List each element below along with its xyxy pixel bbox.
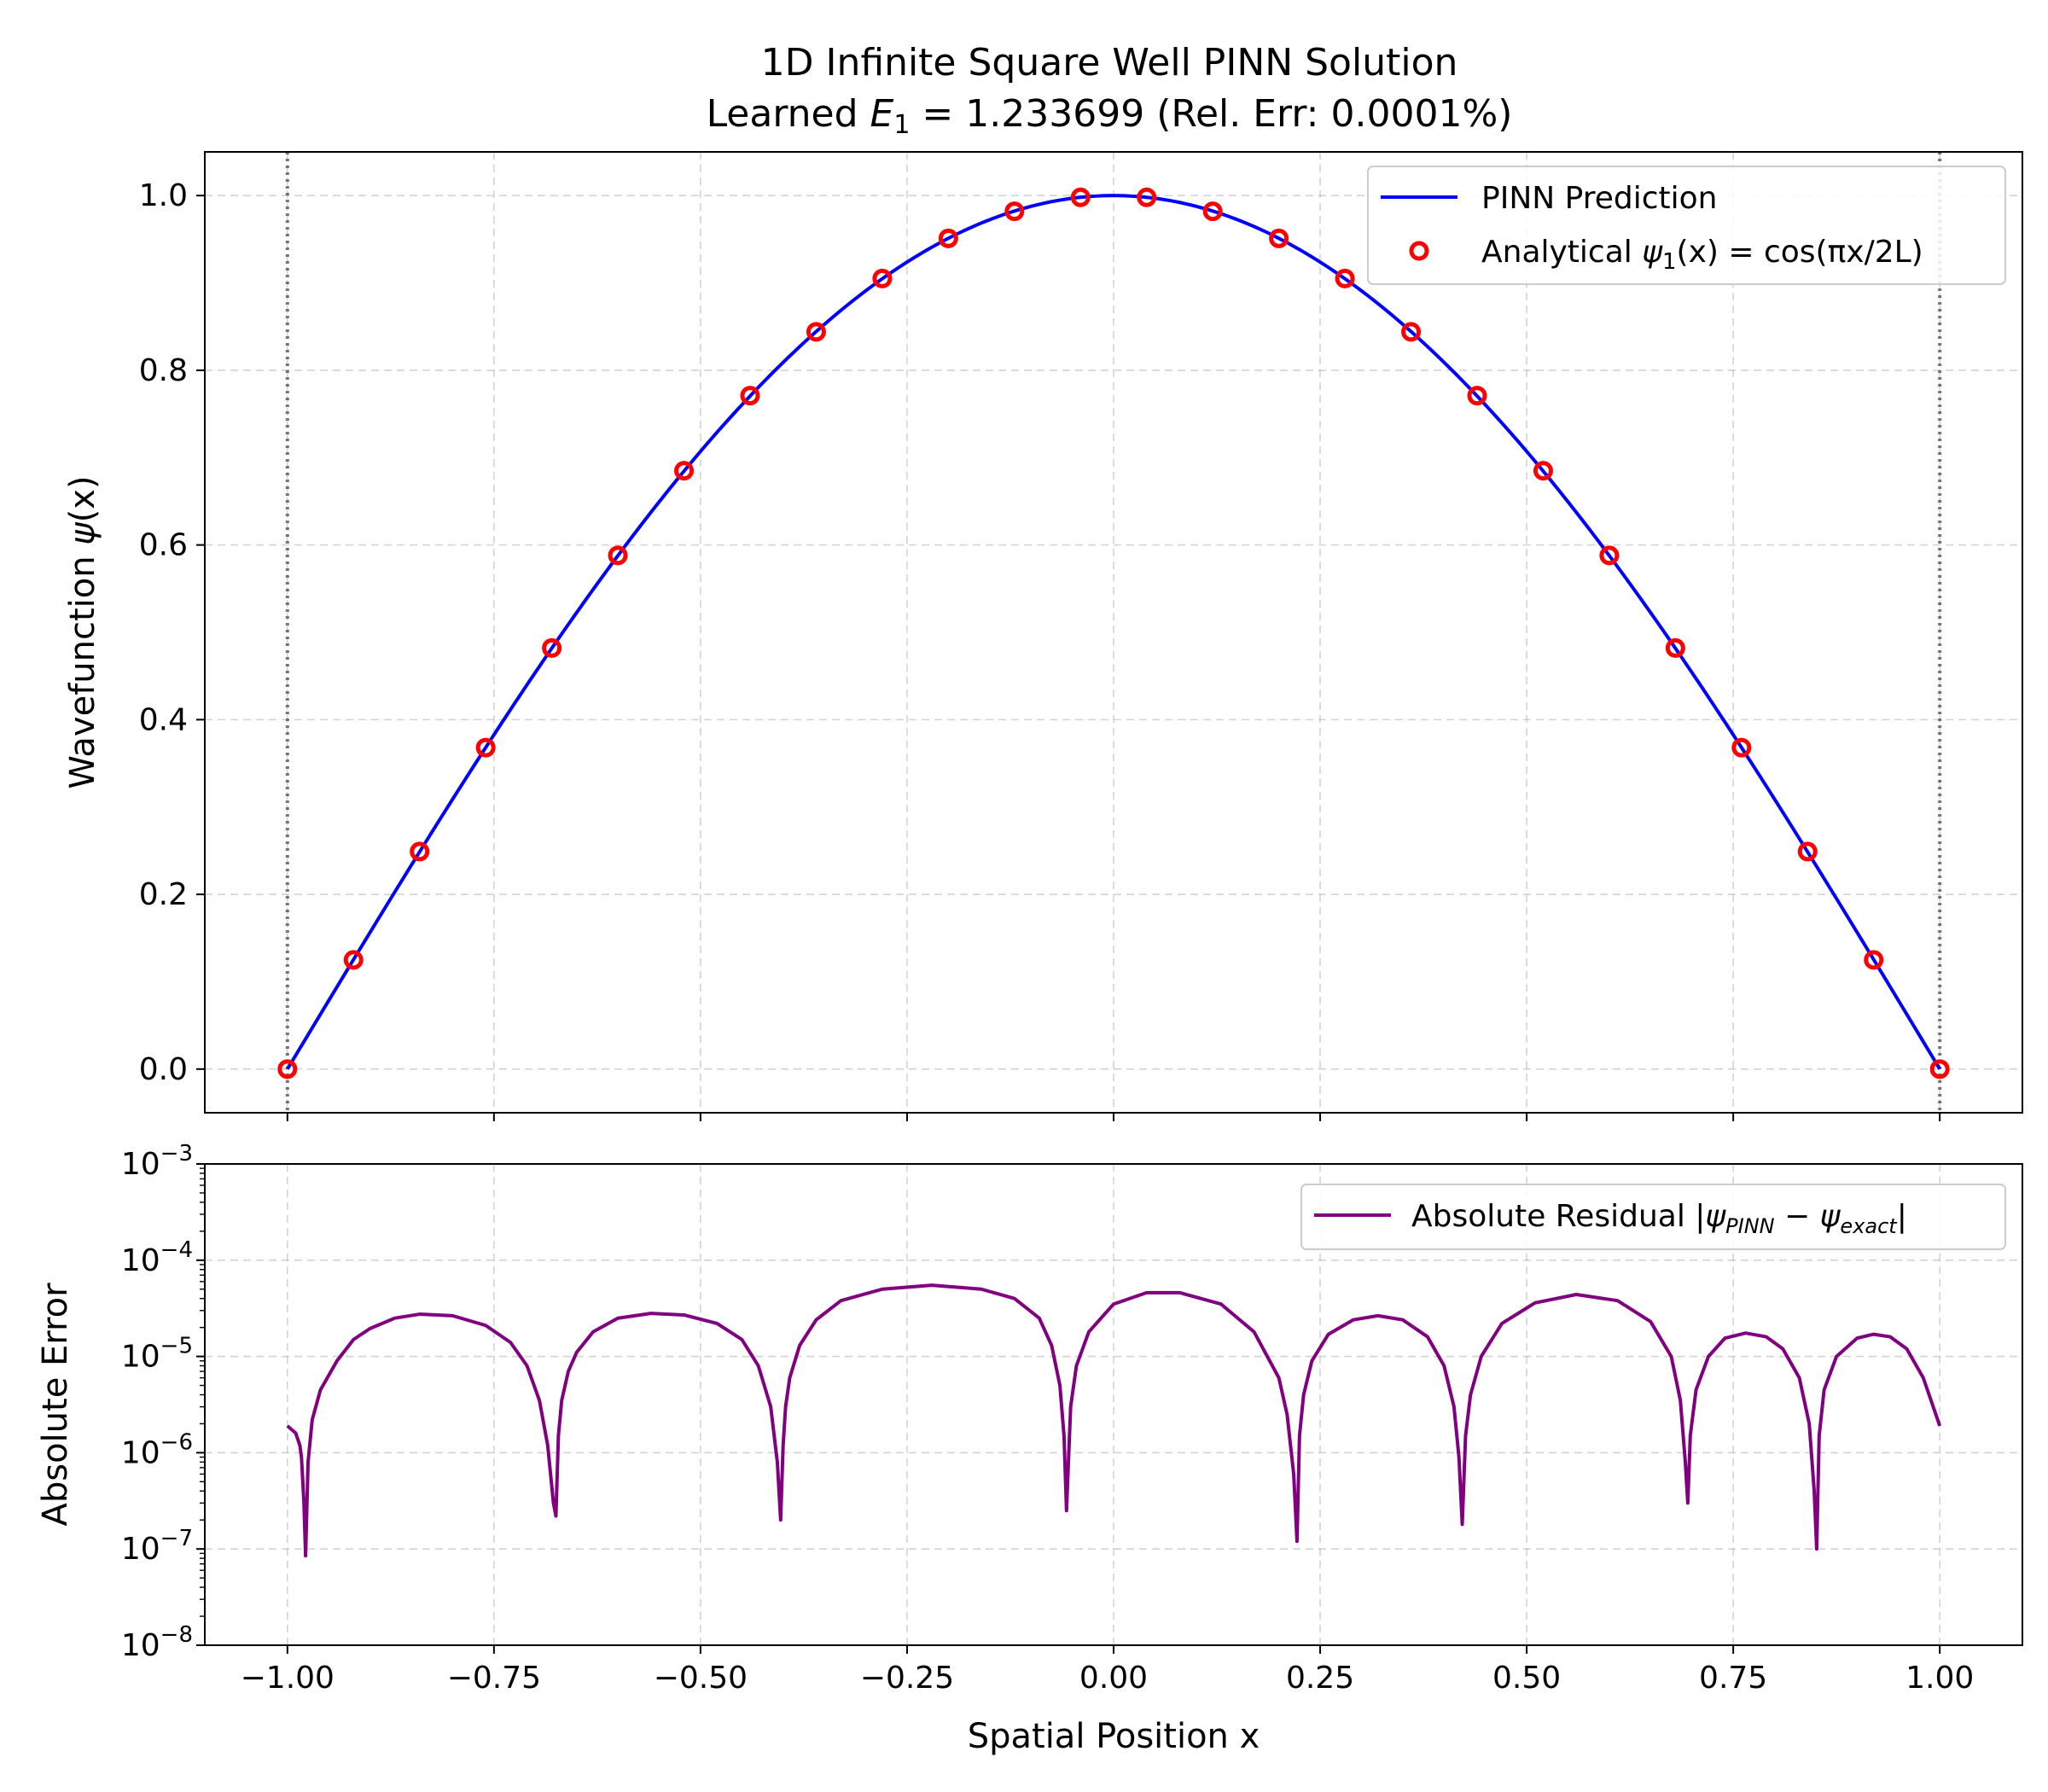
title-line-2: Learned E1 = 1.233699 (Rel. Err: 0.0001%… <box>707 92 1513 140</box>
legend-analytical-label: Analytical ψ1(x) = cos(πx/2L) <box>1481 235 1923 275</box>
analytical-points <box>277 187 1950 1079</box>
bottom-y-ticks: 10−8 10−7 10−6 10−5 10−4 10−3 <box>121 1141 205 1663</box>
analytical-point-25 <box>1929 1059 1950 1079</box>
analytical-point-21 <box>1665 637 1685 658</box>
bottom-x-tick-label-2: −0.50 <box>654 1661 748 1696</box>
top-x-ticks <box>286 1113 1941 1121</box>
bottom-x-tick-label-3: −0.25 <box>860 1661 954 1696</box>
analytical-point-15 <box>1269 228 1289 248</box>
bottom-legend: Absolute Residual |ψPINN − ψexact| <box>1300 1184 2006 1250</box>
analytical-point-5 <box>608 545 628 566</box>
x-axis-label: Spatial Position x <box>968 1717 1260 1756</box>
bottom-y-tick-label-5: 10−3 <box>121 1141 193 1182</box>
bottom-y-tick-label-4: 10−4 <box>121 1237 193 1278</box>
analytical-point-20 <box>1599 545 1620 566</box>
bottom-x-tick-label-5: 0.25 <box>1286 1661 1354 1696</box>
top-grid <box>205 152 2022 1113</box>
top-y-tick-label-4: 0.8 <box>139 353 188 388</box>
analytical-point-19 <box>1533 461 1553 481</box>
analytical-point-3 <box>475 737 496 758</box>
bottom-y-tick-label-0: 10−8 <box>121 1622 193 1663</box>
analytical-point-8 <box>806 322 826 342</box>
analytical-point-24 <box>1864 950 1884 970</box>
title-line-1: 1D Infinite Square Well PINN Solution <box>761 41 1458 84</box>
analytical-point-17 <box>1401 322 1422 342</box>
bottom-x-tick-label-6: 0.50 <box>1492 1661 1561 1696</box>
analytical-point-9 <box>872 268 893 288</box>
bottom-x-tick-label-1: −0.75 <box>447 1661 541 1696</box>
well-walls <box>285 152 1942 1113</box>
pinn-prediction-line <box>286 194 1941 1070</box>
chart-title: 1D Infinite Square Well PINN Solution Le… <box>707 41 1513 140</box>
bottom-x-ticks: −1.00 −0.75 −0.50 −0.25 0.00 0.25 0.50 0.75 1.00 <box>241 1645 1974 1696</box>
bottom-x-tick-label-4: 0.00 <box>1079 1661 1148 1696</box>
residual-panel: 10−8 10−7 10−6 10−5 10−4 10−3 −1.00 −0.75 −0.50… <box>36 1141 2023 1756</box>
analytical-point-1 <box>343 950 364 970</box>
legend-residual-label: Absolute Residual |ψPINN − ψexact| <box>1411 1199 1907 1238</box>
analytical-point-10 <box>938 228 958 248</box>
bottom-x-tick-label-0: −1.00 <box>241 1661 335 1696</box>
legend-pinn-label: PINN Prediction <box>1481 181 1717 216</box>
bottom-legend-box <box>1300 1184 2006 1250</box>
top-y-tick-label-0: 0.0 <box>139 1052 188 1087</box>
analytical-point-0 <box>277 1059 298 1079</box>
analytical-point-6 <box>674 461 695 481</box>
analytical-point-4 <box>542 637 562 658</box>
top-y-tick-label-5: 1.0 <box>139 178 188 213</box>
bottom-x-tick-label-8: 1.00 <box>1905 1661 1974 1696</box>
bottom-y-tick-label-1: 10−7 <box>121 1526 193 1567</box>
analytical-point-11 <box>1004 201 1025 222</box>
analytical-point-18 <box>1467 386 1487 406</box>
bottom-y-axis-label: Absolute Error <box>36 1283 75 1527</box>
bottom-x-tick-label-7: 0.75 <box>1699 1661 1767 1696</box>
analytical-point-13 <box>1137 187 1157 207</box>
top-y-ticks: 0.0 0.2 0.4 0.6 0.8 1.0 <box>139 178 205 1087</box>
bottom-y-tick-label-2: 10−6 <box>121 1429 193 1470</box>
bottom-y-tick-label-3: 10−5 <box>121 1334 193 1375</box>
residual-line <box>286 1283 1942 1558</box>
top-legend-box <box>1367 166 2006 285</box>
analytical-point-7 <box>740 386 760 406</box>
top-legend: PINN Prediction Analytical ψ1(x) = cos(π… <box>1367 166 2006 285</box>
top-y-axis-label: Wavefunction ψ(x) <box>63 475 102 788</box>
top-y-tick-label-2: 0.4 <box>139 702 188 737</box>
analytical-point-23 <box>1797 841 1818 862</box>
analytical-point-14 <box>1202 201 1223 222</box>
top-y-tick-label-1: 0.2 <box>139 877 188 912</box>
analytical-point-2 <box>410 841 430 862</box>
legend-analytical-swatch <box>1409 241 1429 261</box>
analytical-point-22 <box>1731 737 1752 758</box>
wavefunction-panel: 0.0 0.2 0.4 0.6 0.8 1.0 Wavefunction ψ(x) PIN… <box>63 151 2023 1121</box>
top-y-tick-label-3: 0.6 <box>139 528 188 563</box>
analytical-point-16 <box>1335 268 1355 288</box>
analytical-point-12 <box>1070 187 1091 207</box>
